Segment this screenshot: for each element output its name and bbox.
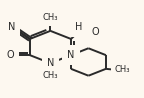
Text: N: N: [67, 50, 75, 60]
Text: O: O: [6, 50, 14, 60]
Text: N: N: [8, 22, 15, 32]
Text: O: O: [92, 27, 99, 37]
Text: CH₃: CH₃: [43, 71, 58, 80]
Text: N: N: [47, 58, 54, 68]
Text: CH₃: CH₃: [43, 13, 58, 22]
Text: H: H: [75, 22, 83, 33]
Text: CH₃: CH₃: [115, 65, 130, 74]
